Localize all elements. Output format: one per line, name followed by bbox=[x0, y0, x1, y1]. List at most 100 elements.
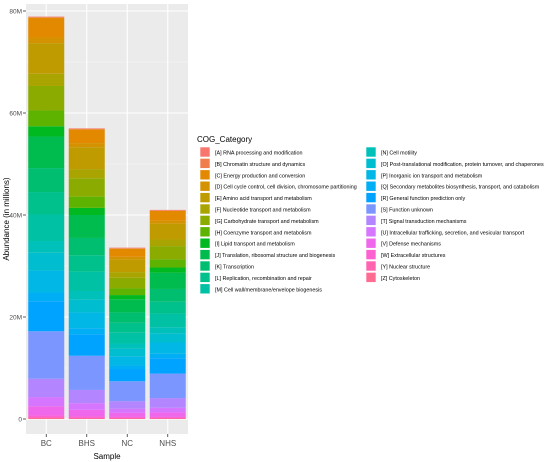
legend-label: [J] Translation, ribosomal structure and… bbox=[215, 253, 335, 259]
legend-label: [C] Energy production and conversion bbox=[215, 173, 305, 179]
bar-segment bbox=[149, 417, 186, 419]
bar-segment bbox=[68, 418, 105, 419]
bar-segment bbox=[68, 403, 105, 410]
bar-segment bbox=[149, 267, 186, 273]
bar-segment bbox=[149, 407, 186, 413]
legend-key bbox=[199, 169, 211, 181]
bar-segment bbox=[28, 192, 65, 215]
legend-label: [T] Signal transduction mechanisms bbox=[381, 219, 467, 225]
bar-segment bbox=[109, 312, 146, 323]
legend-key bbox=[199, 146, 211, 158]
bar-segment bbox=[149, 353, 186, 359]
x-tick-label: BHS bbox=[79, 439, 95, 448]
bar-segment bbox=[28, 43, 65, 74]
bar-segment bbox=[28, 331, 65, 379]
bar-segment bbox=[68, 143, 105, 148]
bar-segment bbox=[149, 246, 186, 260]
bar-segment bbox=[149, 416, 186, 418]
legend-key bbox=[365, 192, 377, 203]
legend-label: [R] General function prediction only bbox=[381, 196, 466, 202]
x-tick-label: NC bbox=[121, 439, 133, 448]
legend-label: [O] Post-translational modification, pro… bbox=[381, 162, 544, 168]
bar-segment bbox=[68, 416, 105, 418]
bar-segment bbox=[68, 147, 105, 170]
bar-segment bbox=[109, 299, 146, 313]
bar-segment bbox=[68, 271, 105, 291]
bar-segment bbox=[109, 408, 146, 413]
bar-segment bbox=[149, 301, 186, 314]
bar-segment bbox=[28, 417, 65, 418]
bar-segment bbox=[68, 355, 105, 390]
bar-segment bbox=[149, 223, 186, 240]
bar-segment bbox=[28, 415, 65, 418]
legend-key bbox=[199, 215, 211, 226]
legend-label: [S] Function unknown bbox=[381, 208, 433, 214]
legend-key bbox=[199, 283, 211, 295]
legend-label: [Y] Nuclear structure bbox=[381, 265, 430, 271]
bar-segment bbox=[28, 85, 65, 111]
legend-label: [A] RNA processing and modification bbox=[215, 151, 303, 157]
bar-segment bbox=[68, 207, 105, 215]
bar-segment bbox=[68, 334, 105, 356]
legend-label: [Z] Cytoskeleton bbox=[381, 276, 420, 282]
legend-key bbox=[365, 249, 377, 260]
bar-segment bbox=[68, 169, 105, 179]
legend-key bbox=[199, 226, 211, 238]
legend-label: [F] Nucleotide transport and metabolism bbox=[215, 208, 311, 214]
bar-segment bbox=[28, 301, 65, 332]
bar-segment bbox=[149, 259, 186, 268]
bar-segment bbox=[109, 295, 146, 300]
bar-segment bbox=[109, 369, 146, 382]
bar-segment bbox=[149, 220, 186, 224]
legend-label: [K] Transcription bbox=[215, 265, 254, 271]
bar-segment bbox=[68, 328, 105, 335]
bar-segment bbox=[149, 327, 186, 334]
bar-segment bbox=[149, 418, 186, 419]
legend-label: [E] Amino acid transport and metabolism bbox=[215, 196, 312, 202]
y-axis-title: Abundance (in millions) bbox=[2, 177, 11, 260]
legend-key bbox=[365, 203, 377, 215]
bar-segment bbox=[28, 17, 65, 38]
bar-segment bbox=[109, 256, 146, 260]
legend-label: [L] Replication, recombination and repai… bbox=[215, 276, 312, 282]
bar-segment bbox=[149, 288, 186, 302]
legend-key bbox=[365, 180, 377, 192]
bar-segment bbox=[68, 255, 105, 272]
bar-segment bbox=[109, 416, 146, 418]
bar-segment bbox=[109, 418, 146, 419]
bar-segment bbox=[109, 343, 146, 349]
bar-segment bbox=[109, 381, 146, 402]
bar-segment bbox=[68, 128, 105, 129]
bar-segment bbox=[109, 401, 146, 409]
bar-segment bbox=[28, 406, 65, 416]
legend-label: [N] Cell motility bbox=[381, 151, 417, 157]
bar-segment bbox=[68, 215, 105, 238]
bar-segment bbox=[149, 373, 186, 399]
bar-segment bbox=[149, 239, 186, 247]
bar-segment bbox=[109, 412, 146, 417]
bar-segment bbox=[28, 214, 65, 242]
bar-segment bbox=[149, 210, 186, 221]
legend-label: [W] Extracellular structures bbox=[381, 253, 446, 259]
x-tick-label: NHS bbox=[159, 439, 176, 448]
bar-segment bbox=[68, 128, 105, 130]
legend-label: [Q] Secondary metabolites biosynthesis, … bbox=[381, 185, 540, 191]
bar-segment bbox=[28, 37, 65, 44]
bar-segment bbox=[109, 248, 146, 257]
legend-label: [U] Intracellular trafficking, secretion… bbox=[381, 230, 525, 236]
legend-key bbox=[365, 215, 377, 226]
bar-segment bbox=[109, 332, 146, 344]
legend-label: [H] Coenzyme transport and metabolism bbox=[215, 230, 312, 236]
bar-segment bbox=[28, 292, 65, 302]
legend-label: [V] Defense mechanisms bbox=[381, 242, 441, 248]
bar-segment bbox=[149, 333, 186, 343]
legend: COG_Category [A] RNA processing and modi… bbox=[197, 135, 544, 295]
bar-segment bbox=[149, 209, 186, 211]
x-axis: BC BHS NC NHS bbox=[41, 434, 176, 448]
bar-segment bbox=[28, 73, 65, 86]
bar-segment bbox=[68, 389, 105, 404]
bar-segment bbox=[28, 136, 65, 169]
bar-segment bbox=[109, 259, 146, 273]
bar-segment bbox=[28, 16, 65, 18]
legend-key bbox=[365, 272, 377, 283]
